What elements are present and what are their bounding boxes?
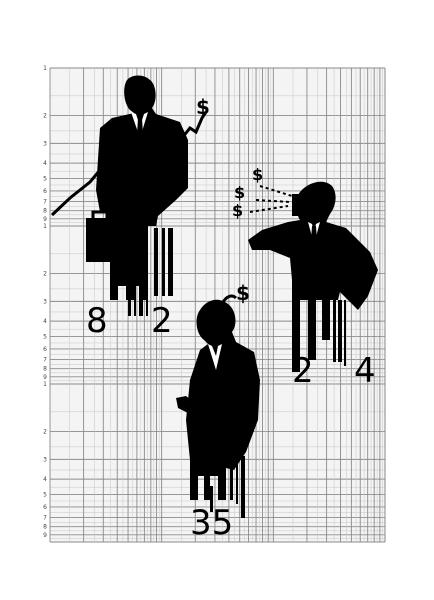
tie-2	[311, 226, 317, 244]
scale-label: 6	[43, 188, 47, 195]
scale-label: 6	[43, 504, 47, 511]
thought-curl	[220, 294, 238, 305]
figure-1-number-left: 8	[86, 301, 108, 341]
scale-label: 3	[43, 456, 47, 463]
scale-label: 6	[43, 346, 47, 353]
businessman-counting: $ 35	[176, 281, 260, 543]
businessman-with-briefcase: 8 2 $	[50, 75, 210, 341]
scale-label: 2	[43, 271, 47, 278]
figure-2-number-right: 4	[354, 351, 376, 391]
businessman-1-silhouette	[96, 75, 188, 300]
scale-label: 9	[43, 374, 47, 381]
businessman-on-phone: $ $ $ 2 4	[232, 165, 378, 391]
businessman-3-silhouette	[186, 299, 260, 500]
scale-label: 4	[43, 160, 47, 167]
dollar-sign-2a: $	[252, 165, 263, 184]
briefcase-icon	[86, 218, 114, 262]
scale-label: 2	[43, 429, 47, 436]
shirt-collar-3	[208, 344, 222, 370]
scale-label: 5	[43, 333, 47, 340]
figure-2-number-left: 2	[292, 351, 314, 391]
scale-label: 8	[43, 208, 47, 215]
scale-label: 4	[43, 476, 47, 483]
trend-line	[50, 169, 102, 217]
scale-label: 5	[43, 175, 47, 182]
scale-label: 1	[43, 381, 47, 388]
scale-label: 7	[43, 199, 47, 206]
scale-label: 7	[43, 515, 47, 522]
scale-label: 9	[43, 532, 47, 539]
barcode-legs-1	[128, 228, 173, 316]
briefcase-handle	[91, 210, 109, 222]
speech-dashes	[249, 185, 293, 213]
scale-label: 3	[43, 298, 47, 305]
hand-counting	[176, 396, 208, 420]
scale-label: 2	[43, 113, 47, 120]
scale-label: 3	[43, 140, 47, 147]
scale-label: 4	[43, 318, 47, 325]
dollar-sign-2b: $	[234, 183, 245, 202]
trend-line-upper	[180, 111, 208, 139]
scale-label: 1	[43, 223, 47, 230]
scale-label: 1	[43, 65, 47, 72]
scale-label: 5	[43, 491, 47, 498]
barcode-legs-2	[333, 300, 346, 366]
scale-label: 7	[43, 357, 47, 364]
businessman-2-silhouette	[248, 181, 378, 372]
dollar-sign-3: $	[236, 281, 250, 305]
scale-label: 8	[43, 524, 47, 531]
scale-label: 8	[43, 366, 47, 373]
dollar-sign-1: $	[196, 95, 210, 119]
tie	[137, 118, 143, 138]
scale-label: 9	[43, 216, 47, 223]
phone-icon	[292, 194, 300, 216]
figure-3-number: 35	[190, 503, 233, 543]
dollar-sign-2c: $	[232, 201, 243, 220]
barcode-legs-3	[210, 456, 245, 518]
figure-1-number-right: 2	[151, 301, 173, 341]
